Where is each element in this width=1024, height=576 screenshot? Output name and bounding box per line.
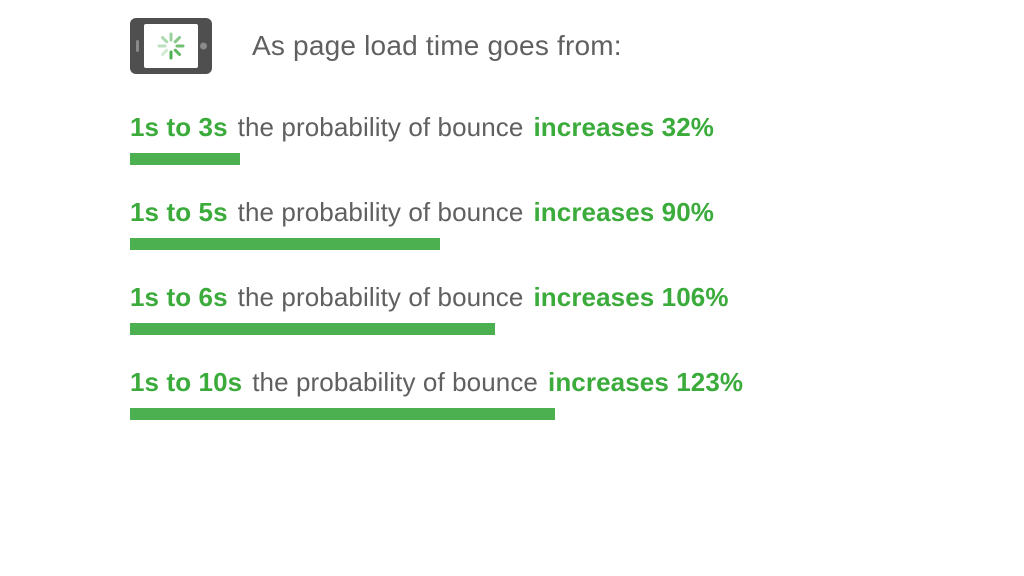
stat-description: the probability of bounce bbox=[238, 197, 524, 228]
loading-spinner-icon bbox=[156, 31, 186, 61]
time-range: 1s to 10s bbox=[130, 367, 242, 398]
stat-row: 1s to 5s the probability of bounce increas… bbox=[130, 197, 924, 250]
phone-screen bbox=[144, 24, 198, 68]
infographic-canvas: As page load time goes from: 1s to 3s the… bbox=[0, 0, 1024, 576]
increase-value: increases 106% bbox=[533, 282, 728, 313]
header-title: As page load time goes from: bbox=[252, 30, 622, 62]
rows-container: 1s to 3s the probability of bounce increas… bbox=[130, 112, 924, 420]
header: As page load time goes from: bbox=[130, 18, 924, 74]
stat-line: 1s to 10s the probability of bounce increa… bbox=[130, 367, 924, 398]
increase-value: increases 123% bbox=[548, 367, 743, 398]
bar-track bbox=[130, 153, 890, 165]
time-range: 1s to 5s bbox=[130, 197, 228, 228]
bar-track bbox=[130, 238, 890, 250]
increase-value: increases 32% bbox=[533, 112, 714, 143]
stat-line: 1s to 5s the probability of bounce increas… bbox=[130, 197, 924, 228]
phone-icon bbox=[130, 18, 212, 74]
stat-description: the probability of bounce bbox=[252, 367, 538, 398]
stat-row: 1s to 6s the probability of bounce increas… bbox=[130, 282, 924, 335]
time-range: 1s to 3s bbox=[130, 112, 228, 143]
bar-fill bbox=[130, 153, 240, 165]
time-range: 1s to 6s bbox=[130, 282, 228, 313]
stat-line: 1s to 6s the probability of bounce increas… bbox=[130, 282, 924, 313]
bar-fill bbox=[130, 408, 555, 420]
stat-description: the probability of bounce bbox=[238, 112, 524, 143]
stat-line: 1s to 3s the probability of bounce increas… bbox=[130, 112, 924, 143]
stat-row: 1s to 3s the probability of bounce increas… bbox=[130, 112, 924, 165]
bar-fill bbox=[130, 323, 495, 335]
bar-fill bbox=[130, 238, 440, 250]
bar-track bbox=[130, 323, 890, 335]
bar-track bbox=[130, 408, 890, 420]
increase-value: increases 90% bbox=[533, 197, 714, 228]
stat-row: 1s to 10s the probability of bounce increa… bbox=[130, 367, 924, 420]
stat-description: the probability of bounce bbox=[238, 282, 524, 313]
